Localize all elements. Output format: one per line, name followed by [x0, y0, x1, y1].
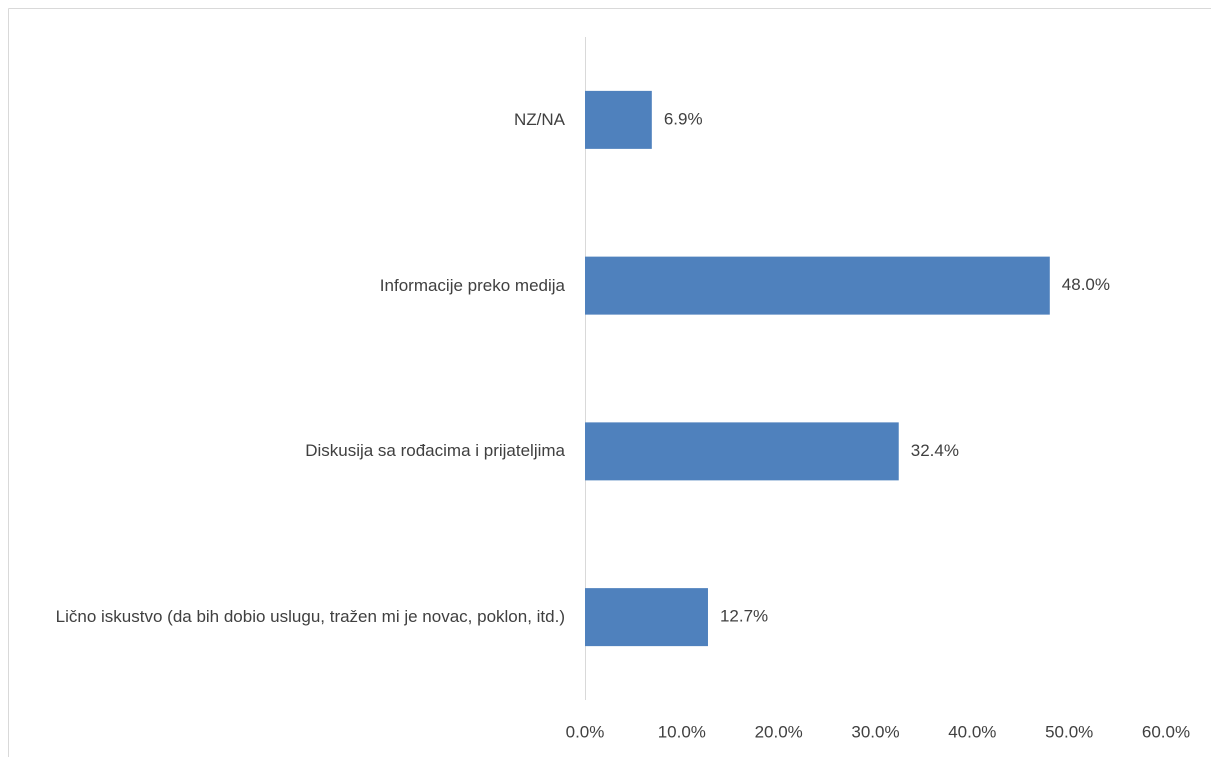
y-tick-label: Diskusija sa rođacima i prijateljima	[305, 441, 565, 461]
data-label: 12.7%	[720, 607, 768, 626]
x-tick-label: 30.0%	[851, 722, 899, 741]
x-tick-label: 0.0%	[566, 722, 605, 741]
y-tick-label: NZ/NA	[514, 109, 565, 129]
category-label-box: Lično iskustvo (da bih dobio uslugu, tra…	[56, 577, 565, 657]
bar	[585, 256, 1050, 315]
x-tick-label: 60.0%	[1142, 722, 1190, 741]
bar	[585, 90, 652, 149]
category-label-box: NZ/NA	[514, 80, 565, 160]
x-tick-label: 20.0%	[755, 722, 803, 741]
x-tick-label: 40.0%	[948, 722, 996, 741]
category-label-box: Diskusija sa rođacima i prijateljima	[305, 411, 565, 491]
bar	[585, 422, 899, 481]
y-tick-label: Lično iskustvo (da bih dobio uslugu, tra…	[55, 607, 565, 627]
category-label-box: Informacije preko medija	[380, 246, 565, 326]
x-tick-label: 10.0%	[658, 722, 706, 741]
data-label: 48.0%	[1062, 275, 1110, 294]
data-label: 6.9%	[664, 109, 703, 128]
y-tick-label: Informacije preko medija	[379, 275, 565, 295]
bar	[585, 588, 708, 647]
data-label: 32.4%	[911, 441, 959, 460]
x-tick-label: 50.0%	[1045, 722, 1093, 741]
